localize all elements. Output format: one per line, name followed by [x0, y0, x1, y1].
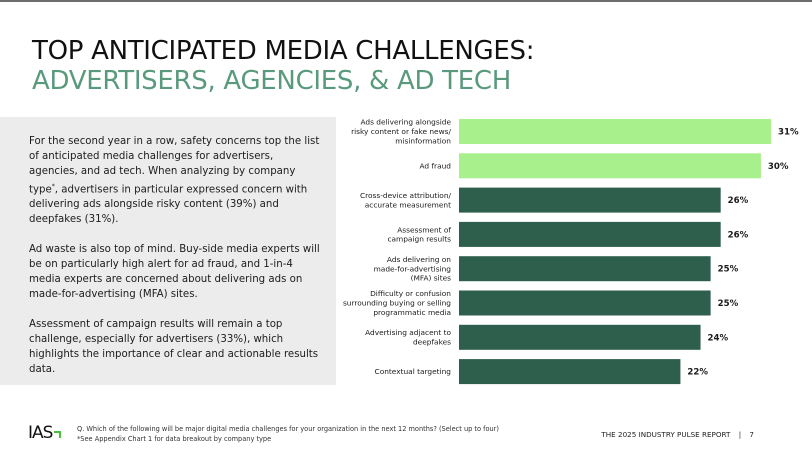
- logo-text: IAS: [28, 423, 53, 443]
- category-label-1: Ad fraud: [419, 161, 451, 170]
- value-label-2: 26%: [728, 196, 749, 206]
- value-label-5: 25%: [718, 299, 739, 309]
- top-border: [0, 0, 812, 2]
- appendix-note: *See Appendix Chart 1 for data breakout …: [77, 434, 272, 443]
- bar-4: [459, 256, 711, 282]
- title-line-1: TOP ANTICIPATED MEDIA CHALLENGES:: [32, 36, 535, 66]
- summary-p1-text: For the second year in a row, safety con…: [29, 136, 320, 196]
- separator: |: [738, 430, 742, 439]
- bar-6: [459, 324, 701, 350]
- value-label-0: 31%: [778, 128, 799, 138]
- category-label-6: Advertising adjacent to deepfakes: [365, 328, 451, 346]
- summary-p1-text-cont: , advertisers in particular expressed co…: [29, 184, 308, 226]
- page-title: TOP ANTICIPATED MEDIA CHALLENGES: ADVERT…: [32, 36, 534, 96]
- bar-2: [459, 187, 721, 213]
- summary-text: For the second year in a row, safety con…: [29, 134, 321, 392]
- report-name: THE 2025 INDUSTRY PULSE REPORT: [601, 430, 731, 439]
- bar-1: [459, 153, 761, 179]
- footnote: Q. Which of the following will be major …: [77, 425, 499, 444]
- category-label-5: Difficulty or confusion surrounding buyin…: [343, 289, 451, 317]
- page-number: 7: [749, 430, 754, 439]
- category-label-7: Contextual targeting: [375, 367, 452, 376]
- page-info: THE 2025 INDUSTRY PULSE REPORT | 7: [601, 430, 754, 439]
- value-label-4: 25%: [718, 265, 739, 275]
- category-label-4: Ads delivering on made-for-advertising (MF…: [374, 255, 452, 283]
- summary-paragraph-2: Ad waste is also top of mind. Buy-side m…: [29, 244, 320, 301]
- logo-corner-icon: [54, 431, 62, 438]
- summary-paragraph-3: Assessment of campaign results will rema…: [29, 319, 319, 376]
- bar-7: [459, 359, 681, 385]
- value-label-3: 26%: [728, 230, 749, 240]
- ias-logo: IAS: [28, 423, 62, 443]
- summary-paragraph-1: For the second year in a row, safety con…: [29, 134, 321, 227]
- summary-panel: For the second year in a row, safety con…: [0, 117, 336, 385]
- category-label-3: Assessment of campaign results: [387, 225, 451, 243]
- survey-question: Q. Which of the following will be major …: [77, 425, 499, 433]
- value-label-6: 24%: [708, 333, 729, 343]
- value-label-7: 22%: [687, 368, 708, 378]
- bar-0: [459, 119, 771, 144]
- footnote-marker: *: [51, 183, 55, 190]
- category-label-0: Ads delivering alongside risky content or…: [351, 118, 451, 146]
- title-line-2: ADVERTISERS, AGENCIES, & AD TECH: [32, 66, 511, 96]
- category-label-2: Cross-device attribution/accurate measur…: [360, 191, 451, 209]
- bar-5: [459, 290, 711, 316]
- bar-3: [459, 221, 721, 247]
- challenges-bar-chart: 31% Ads delivering alongside risky content…: [343, 118, 799, 385]
- value-label-1: 30%: [768, 162, 789, 172]
